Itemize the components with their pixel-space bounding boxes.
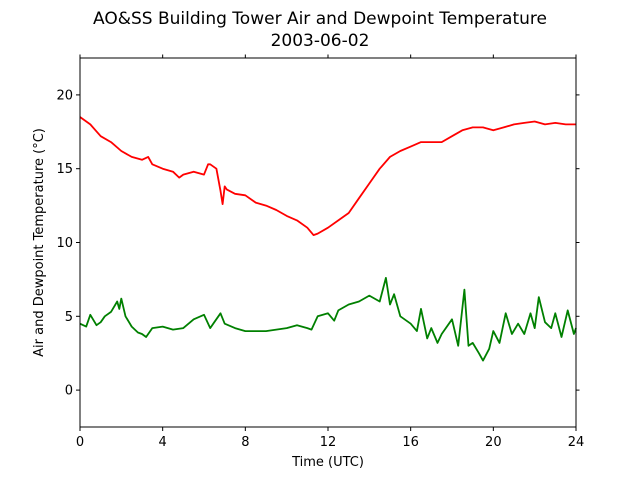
x-tick-label: 8 (241, 435, 249, 450)
series-layer (79, 116, 577, 362)
y-axis-label: Air and Dewpoint Temperature (°C) (32, 128, 47, 357)
y-tick-label: 10 (56, 236, 73, 251)
y-tick-label: 0 (65, 384, 73, 399)
x-tick-label: 4 (159, 435, 167, 450)
x-tick-label: 0 (76, 435, 84, 450)
x-tick-label: 24 (568, 435, 585, 450)
series-line-0 (79, 116, 576, 237)
tick-layer: 0 4 8 12 16 20 24 0 5 10 15 20 (56, 54, 585, 450)
x-tick-label: 20 (485, 435, 502, 450)
x-axis-label: Time (UTC) (291, 455, 364, 470)
series-line-1 (79, 276, 577, 362)
y-tick-label: 20 (56, 88, 73, 103)
x-tick-label: 12 (320, 435, 337, 450)
x-tick-label: 16 (402, 435, 419, 450)
chart-title: AO&SS Building Tower Air and Dewpoint Te… (93, 9, 547, 29)
y-tick-label: 5 (65, 310, 73, 325)
plot-frame (79, 57, 577, 428)
y-tick-label: 15 (56, 162, 73, 177)
chart-subtitle: 2003-06-02 (271, 31, 370, 51)
